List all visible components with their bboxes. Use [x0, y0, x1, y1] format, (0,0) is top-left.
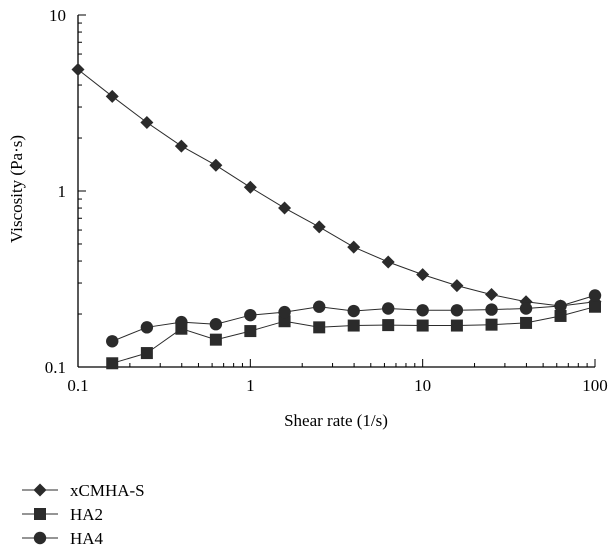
legend-label-xcmha-s: xCMHA-S — [70, 481, 145, 500]
data-point-xcmha-s — [347, 240, 361, 254]
data-point-xcmha-s — [381, 255, 395, 269]
data-point-ha4 — [485, 303, 498, 316]
data-point-xcmha-s — [105, 89, 119, 103]
series-layer — [71, 63, 602, 370]
axes: 0.1 1 10 100 0.1 1 10 — [45, 6, 608, 395]
data-point-ha4 — [347, 304, 360, 318]
data-point-xcmha-s — [450, 279, 464, 293]
x-axis-title: Shear rate (1/s) — [284, 411, 388, 430]
data-point-xcmha-s — [485, 288, 499, 302]
legend-label-ha2: HA2 — [70, 505, 103, 524]
data-point-xcmha-s — [416, 268, 430, 282]
data-point-ha2 — [450, 319, 463, 332]
data-point-ha4 — [519, 302, 533, 315]
x-tick-label: 100 — [582, 376, 608, 395]
x-tick-label: 1 — [246, 376, 255, 395]
data-point-ha2 — [347, 319, 360, 332]
series-ha4 — [106, 289, 602, 348]
data-point-ha2 — [209, 333, 222, 346]
legend-item-xcmha-s: xCMHA-S — [22, 481, 145, 500]
data-point-ha4 — [140, 321, 154, 334]
data-point-ha4 — [382, 302, 395, 315]
data-point-xcmha-s — [71, 63, 85, 77]
data-point-ha2 — [244, 325, 257, 338]
data-point-xcmha-s — [174, 139, 188, 153]
data-point-xcmha-s — [312, 220, 326, 234]
legend-marker-xcmha-s — [33, 483, 47, 497]
data-point-xcmha-s — [278, 201, 292, 215]
data-point-ha2 — [589, 300, 601, 313]
data-point-ha4 — [450, 304, 464, 317]
series-xcmha-s — [71, 63, 602, 313]
y-tick-label: 0.1 — [45, 358, 66, 377]
legend-label-ha4: HA4 — [70, 529, 104, 548]
data-point-ha2 — [520, 316, 533, 329]
data-point-xcmha-s — [140, 116, 154, 130]
data-point-ha2 — [278, 315, 291, 328]
y-axis-title: Viscosity (Pa·s) — [7, 135, 26, 243]
data-point-xcmha-s — [209, 158, 223, 172]
data-point-ha4 — [313, 300, 326, 313]
legend-marker-ha2 — [34, 508, 46, 520]
series-ha2 — [106, 300, 601, 370]
data-point-ha4 — [278, 305, 291, 319]
data-point-ha4 — [554, 299, 567, 313]
legend-marker-ha4 — [33, 531, 47, 545]
legend-item-ha4: HA4 — [22, 529, 104, 548]
data-point-xcmha-s — [243, 180, 257, 194]
data-point-ha4 — [106, 335, 119, 348]
y-tick-label: 1 — [58, 182, 67, 201]
data-point-ha4 — [588, 289, 602, 302]
data-point-ha2 — [313, 321, 326, 334]
legend: xCMHA-S HA2 HA4 — [22, 481, 145, 548]
y-tick-label: 10 — [49, 6, 66, 25]
data-point-ha2 — [485, 318, 498, 331]
series-line-xcmha-s — [77, 69, 596, 307]
data-point-ha2 — [106, 357, 119, 370]
x-tick-label: 0.1 — [67, 376, 88, 395]
legend-item-ha2: HA2 — [22, 505, 103, 524]
data-point-ha2 — [554, 309, 567, 322]
data-point-ha2 — [416, 319, 429, 332]
data-point-ha2 — [382, 319, 395, 332]
x-tick-label: 10 — [414, 376, 431, 395]
data-point-ha4 — [416, 304, 429, 317]
data-point-ha4 — [244, 308, 257, 322]
data-point-ha4 — [209, 318, 223, 331]
data-point-ha2 — [140, 347, 153, 360]
data-point-ha4 — [175, 315, 188, 329]
